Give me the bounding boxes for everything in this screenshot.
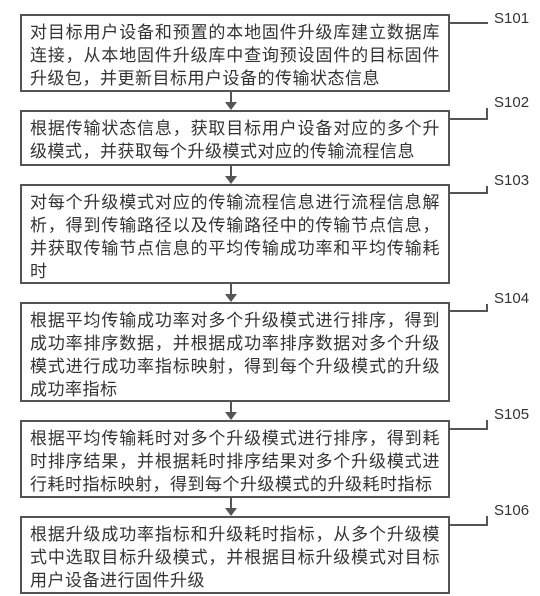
- arrowhead-1: [225, 176, 237, 184]
- step-box-s101: 对目标用户设备和预置的本地固件升级库建立数据库连接，从本地固件升级库中查询预设固…: [20, 14, 450, 92]
- lead-tick-s106: [486, 516, 488, 524]
- arrowhead-4: [225, 508, 237, 516]
- step-text-s103: 对每个升级模式对应的传输流程信息进行流程信息解析，得到传输路径以及传输路径中的传…: [30, 192, 440, 284]
- step-box-s104: 根据平均传输成功率对多个升级模式进行排序，得到成功率排序数据，并根据成功率排序数…: [20, 302, 450, 402]
- step-box-s102: 根据传输状态信息，获取目标用户设备对应的多个升级模式，并获取每个升级模式对应的传…: [20, 110, 450, 166]
- arrowhead-2: [225, 294, 237, 302]
- step-label-s102: S102: [494, 94, 529, 111]
- step-text-s105: 根据平均传输耗时对多个升级模式进行排序，得到耗时排序结果，并根据耗时排序结果对多…: [30, 428, 440, 497]
- step-label-s104: S104: [494, 290, 529, 307]
- step-label-s106: S106: [494, 502, 529, 519]
- lead-line-s101: [450, 22, 488, 24]
- flowchart-container: 对目标用户设备和预置的本地固件升级库建立数据库连接，从本地固件升级库中查询预设固…: [0, 0, 540, 596]
- arrowhead-0: [225, 102, 237, 110]
- step-text-s104: 根据平均传输成功率对多个升级模式进行排序，得到成功率排序数据，并根据成功率排序数…: [30, 310, 440, 402]
- lead-tick-s103: [486, 186, 488, 192]
- step-text-s106: 根据升级成功率指标和升级耗时指标，从多个升级模式中选取目标升级模式，并根据目标升…: [30, 524, 440, 593]
- step-label-s101: S101: [494, 10, 529, 27]
- step-box-s103: 对每个升级模式对应的传输流程信息进行流程信息解析，得到传输路径以及传输路径中的传…: [20, 184, 450, 284]
- lead-line-s102: [450, 118, 488, 120]
- lead-tick-s104: [486, 304, 488, 310]
- lead-tick-s102: [486, 108, 488, 118]
- lead-line-s106: [450, 524, 488, 526]
- lead-line-s103: [450, 192, 488, 194]
- step-label-s105: S105: [494, 406, 529, 423]
- lead-line-s104: [450, 310, 488, 312]
- arrowhead-3: [225, 412, 237, 420]
- step-text-s102: 根据传输状态信息，获取目标用户设备对应的多个升级模式，并获取每个升级模式对应的传…: [30, 118, 440, 164]
- step-box-s105: 根据平均传输耗时对多个升级模式进行排序，得到耗时排序结果，并根据耗时排序结果对多…: [20, 420, 450, 498]
- step-box-s106: 根据升级成功率指标和升级耗时指标，从多个升级模式中选取目标升级模式，并根据目标升…: [20, 516, 450, 594]
- step-text-s101: 对目标用户设备和预置的本地固件升级库建立数据库连接，从本地固件升级库中查询预设固…: [30, 22, 440, 91]
- lead-line-s105: [450, 428, 488, 430]
- lead-tick-s105: [486, 420, 488, 428]
- step-label-s103: S103: [494, 172, 529, 189]
